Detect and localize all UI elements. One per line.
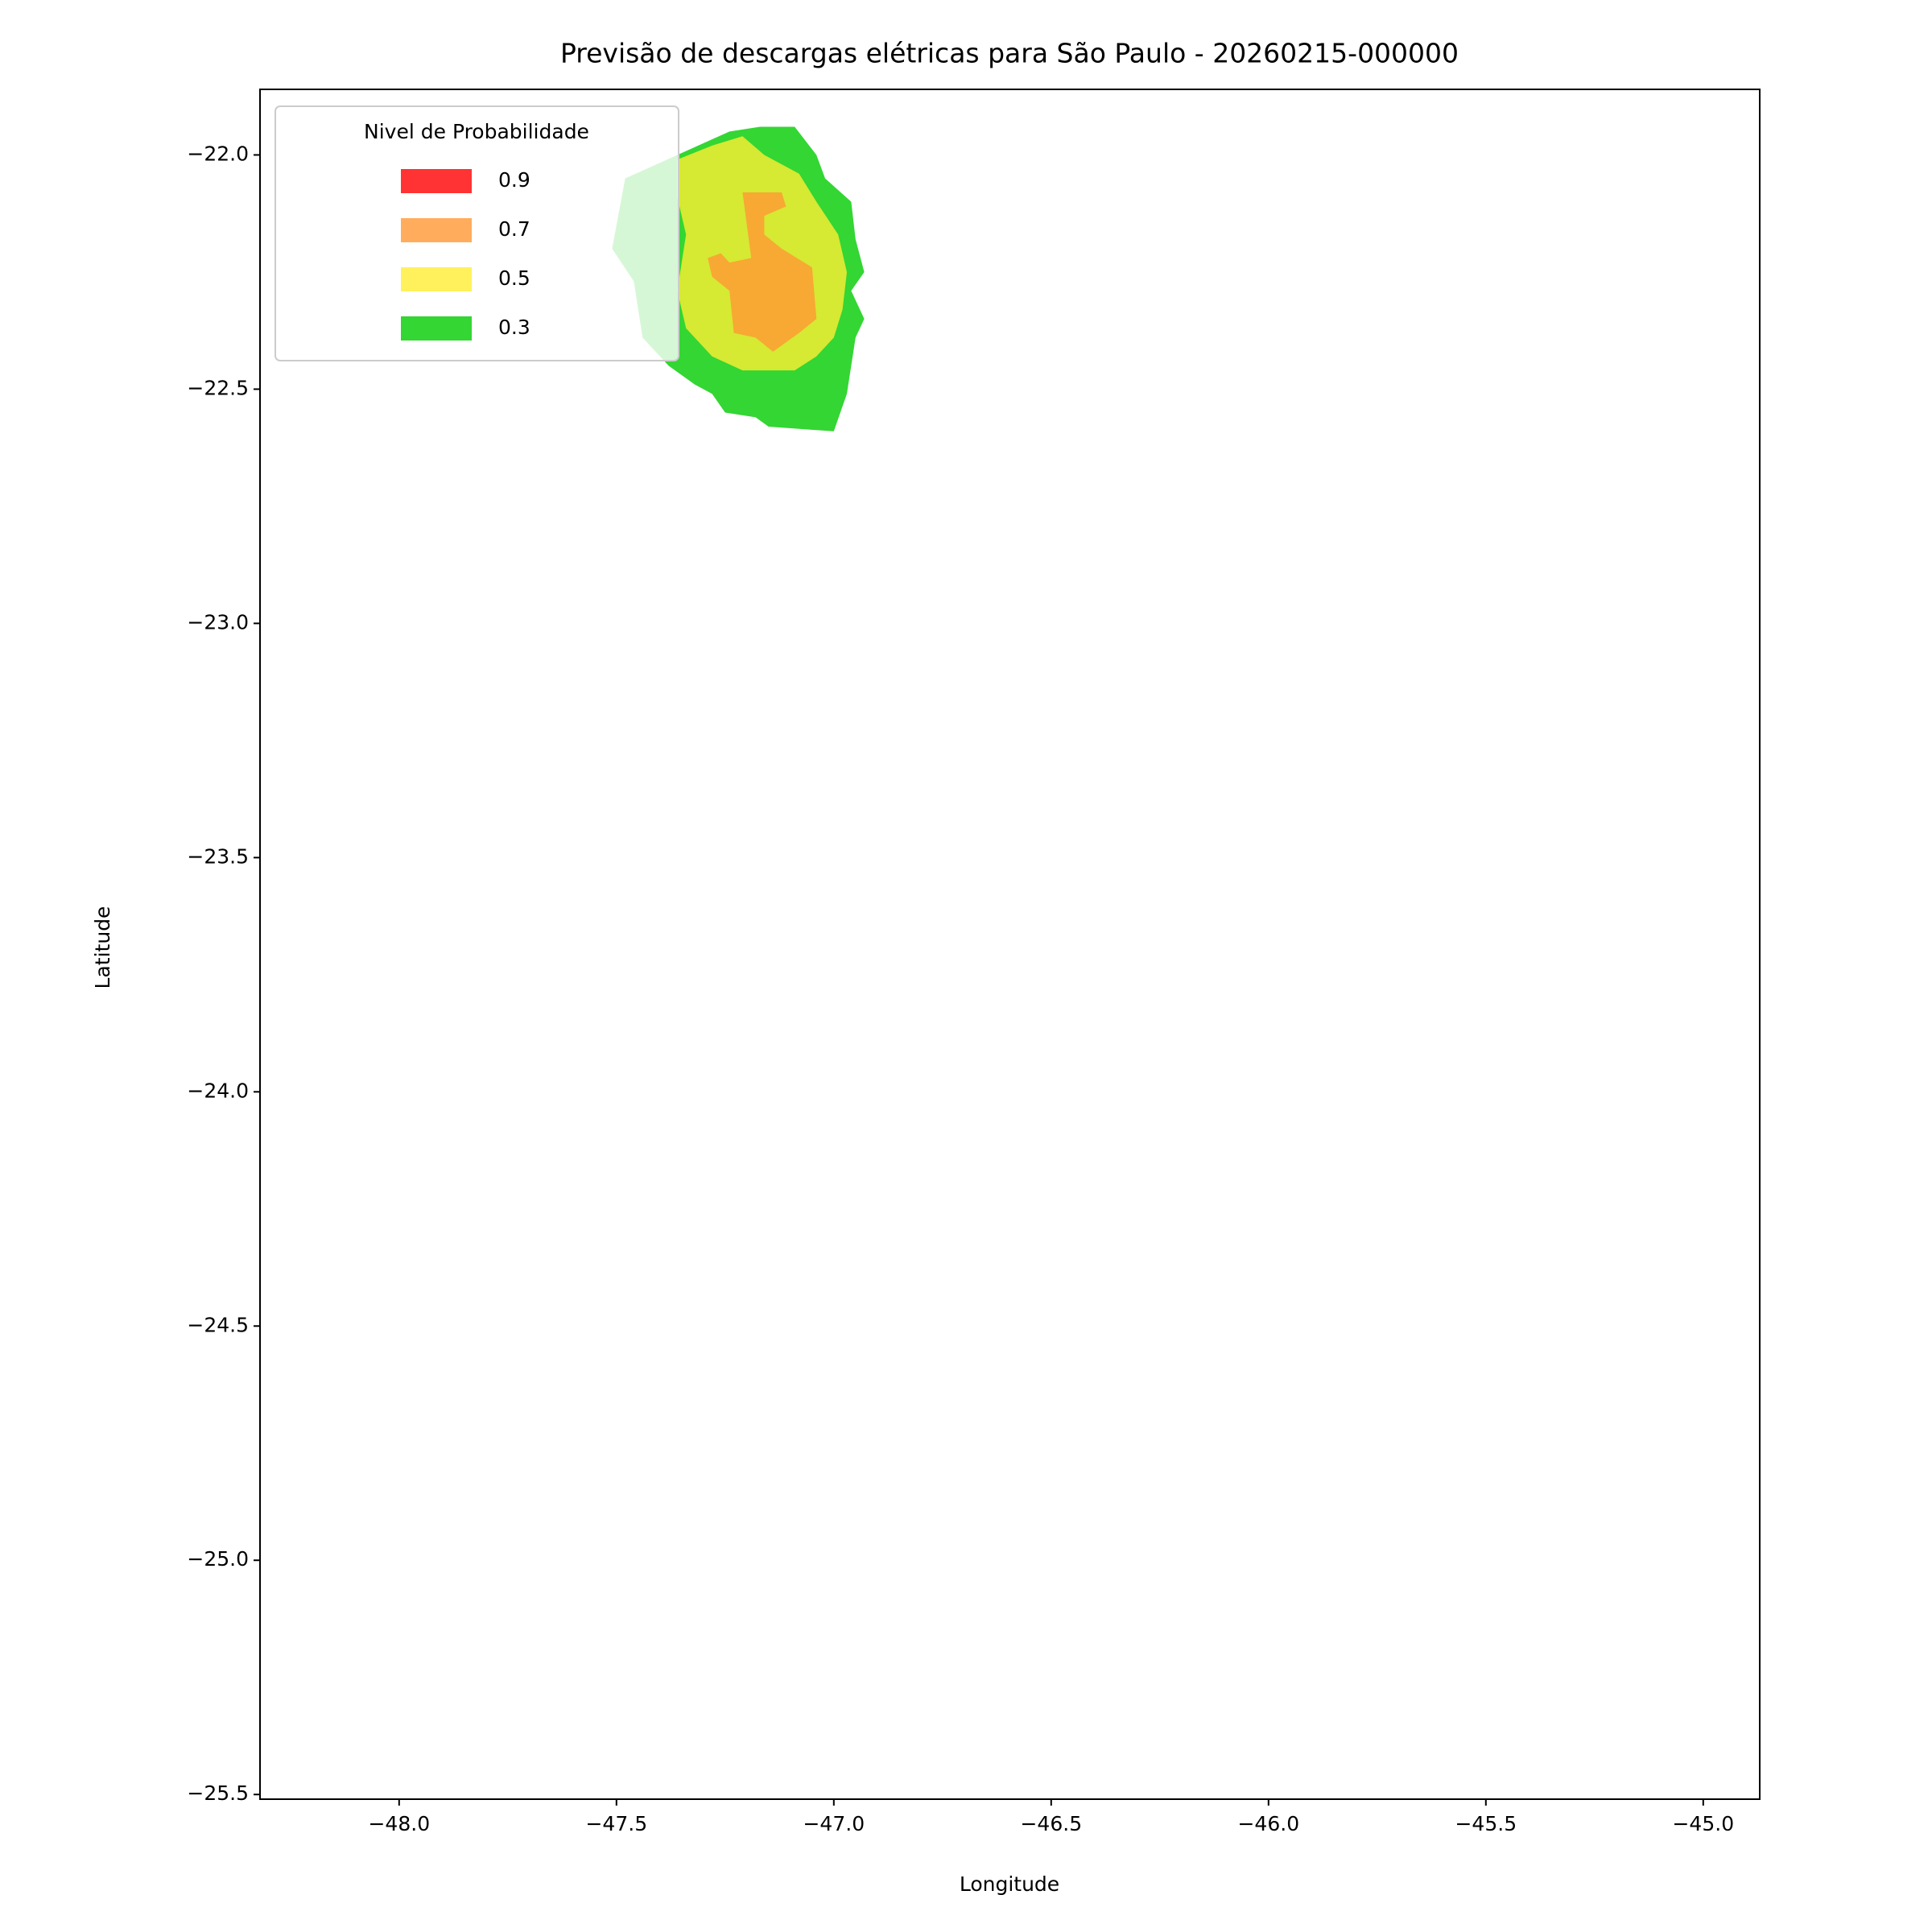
axes-frame <box>259 89 1761 1800</box>
x-tick-label: −45.0 <box>1672 1812 1734 1835</box>
y-axis-label: Latitude <box>91 906 114 989</box>
legend-label: 0.7 <box>498 217 530 241</box>
legend-title: Nivel de Probabilidade <box>364 120 589 143</box>
legend-label: 0.3 <box>498 316 530 339</box>
y-tick-label: −24.0 <box>187 1079 249 1102</box>
legend-swatch <box>401 218 472 242</box>
legend-label: 0.5 <box>498 266 530 290</box>
y-tick-label: −23.5 <box>187 844 249 868</box>
legend-label: 0.9 <box>498 168 530 192</box>
y-tick-label: −22.5 <box>187 376 249 399</box>
chart-title: Previsão de descargas elétricas para São… <box>560 38 1459 69</box>
y-tick-label: −25.0 <box>187 1547 249 1571</box>
x-tick-label: −46.0 <box>1237 1812 1299 1835</box>
x-tick-label: −48.0 <box>368 1812 430 1835</box>
x-tick-label: −46.5 <box>1020 1812 1082 1835</box>
legend-box <box>275 105 679 361</box>
legend-swatch <box>401 316 472 341</box>
y-tick-label: −23.0 <box>187 610 249 634</box>
contour-region <box>708 192 817 352</box>
x-tick-label: −45.5 <box>1455 1812 1517 1835</box>
x-tick-label: −47.0 <box>803 1812 865 1835</box>
legend-swatch <box>401 169 472 193</box>
y-tick-label: −24.5 <box>187 1313 249 1336</box>
y-tick-label: −25.5 <box>187 1781 249 1805</box>
x-tick-label: −47.5 <box>585 1812 647 1835</box>
legend-swatch <box>401 267 472 291</box>
x-axis-label: Longitude <box>960 1872 1059 1896</box>
legend: Nivel de Probabilidade 0.9 0.7 0.5 0.3 <box>275 105 679 361</box>
y-tick-label: −22.0 <box>187 142 249 165</box>
